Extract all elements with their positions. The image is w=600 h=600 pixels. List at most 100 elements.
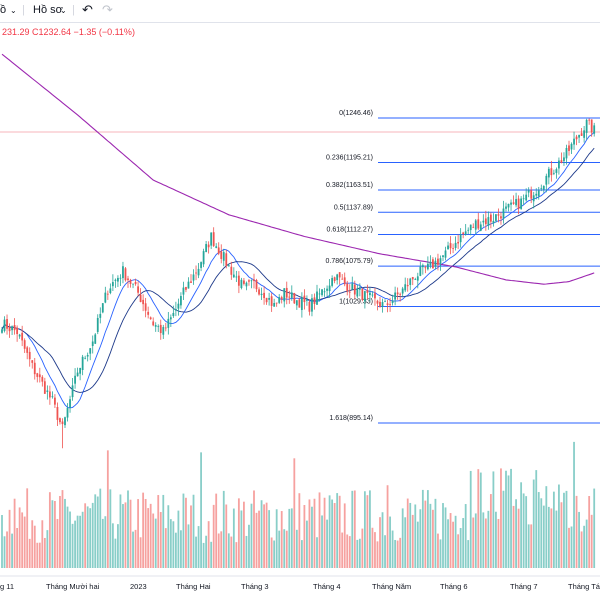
- candle-body: [573, 138, 575, 145]
- volume-bar: [520, 482, 523, 568]
- volume-bar: [437, 533, 439, 568]
- candle-body: [394, 292, 397, 300]
- ma-200-line: [1, 53, 595, 285]
- candle-body: [535, 193, 538, 196]
- volume-bar: [74, 520, 76, 568]
- volume-bar: [346, 534, 349, 568]
- candle-body: [240, 279, 243, 289]
- chevron-down-icon[interactable]: ⌄: [60, 6, 67, 15]
- candle-body: [33, 362, 36, 375]
- volume-bar: [180, 530, 182, 568]
- candle-body: [31, 360, 34, 363]
- candle-body: [48, 391, 51, 398]
- volume-bar: [200, 452, 202, 568]
- volume-bar: [326, 519, 328, 568]
- volume-bar: [532, 479, 535, 568]
- candle-body: [537, 190, 540, 197]
- volume-bar: [338, 495, 341, 568]
- volume-bar: [381, 512, 384, 568]
- candle-body: [479, 224, 482, 231]
- candle-body: [1, 329, 3, 333]
- volume-bar: [59, 495, 61, 568]
- volume-bar: [401, 508, 404, 568]
- interval-selector[interactable]: ồ: [0, 4, 7, 16]
- candle-body: [432, 259, 434, 269]
- candle-body: [250, 280, 253, 282]
- volume-bar: [306, 520, 308, 568]
- volume-bar: [268, 510, 271, 568]
- volume-bar: [356, 539, 359, 568]
- x-axis-tick-label: Tháng 6: [440, 582, 468, 591]
- volume-bar: [500, 468, 502, 568]
- candle-body: [119, 277, 122, 279]
- candle-body: [580, 133, 583, 136]
- redo-icon[interactable]: ↷: [102, 2, 113, 17]
- candle-body: [207, 244, 210, 248]
- fib-level-label: 0.618(1112.27): [327, 226, 373, 233]
- chevron-down-icon[interactable]: ⌄: [10, 6, 17, 15]
- volume-bar: [290, 508, 293, 568]
- candle-body: [414, 279, 417, 280]
- candle-body: [469, 224, 472, 231]
- candle-body: [109, 288, 112, 294]
- fib-level-label: 0(1246.46): [339, 110, 373, 117]
- volume-bar: [419, 509, 422, 568]
- price-chart[interactable]: 231.29 C1232.64 −1.35 (−0.11%) 0(1246.46…: [0, 23, 600, 600]
- volume-bar: [177, 510, 180, 568]
- profile-button[interactable]: Hồ sơ: [33, 4, 63, 16]
- volume-bar: [369, 490, 371, 568]
- candle-body: [81, 356, 84, 370]
- volume-bar: [26, 488, 29, 568]
- candle-body: [217, 247, 220, 254]
- candle-body: [391, 300, 394, 303]
- volume-bar: [222, 490, 225, 568]
- candle-body: [487, 217, 490, 226]
- volume-bar: [76, 515, 79, 568]
- candle-body: [243, 280, 245, 284]
- candle-body: [13, 325, 16, 331]
- volume-bar: [111, 523, 114, 568]
- volume-bar: [217, 533, 220, 568]
- undo-icon[interactable]: ↶: [82, 2, 93, 17]
- volume-bar: [550, 508, 553, 568]
- volume-bar: [568, 527, 570, 568]
- volume-bar: [406, 498, 409, 568]
- candle-body: [96, 317, 99, 332]
- volume-bar: [13, 498, 16, 568]
- volume-bar: [363, 491, 366, 568]
- candle-body: [28, 351, 31, 360]
- fibonacci-retracement[interactable]: 0(1246.46) 0.236(1195.21) 0.382(1163.51) 0.…: [326, 110, 600, 424]
- volume-bar: [570, 526, 573, 568]
- candle-body: [23, 340, 26, 349]
- candle-body: [36, 373, 39, 377]
- volume-bar: [23, 516, 26, 568]
- volume-bar: [328, 495, 331, 568]
- volume-bar: [283, 529, 286, 568]
- candle-body: [384, 301, 386, 303]
- candle-body: [429, 261, 432, 266]
- volume-bar: [411, 514, 414, 568]
- volume-bar: [207, 521, 210, 568]
- volume-bar: [464, 504, 467, 568]
- candle-body: [343, 277, 346, 285]
- candle-body: [351, 283, 354, 290]
- candle-body: [152, 321, 155, 326]
- volume-bar: [144, 498, 147, 568]
- candle-body: [495, 214, 497, 221]
- candle-body: [512, 202, 515, 204]
- candle-body: [54, 397, 56, 405]
- candle-body: [525, 194, 528, 201]
- volume-bar: [399, 537, 402, 568]
- candle-body: [313, 297, 316, 304]
- candle-body: [235, 276, 238, 278]
- candle-body: [381, 302, 384, 307]
- volume-bar: [245, 535, 248, 568]
- volume-bar: [298, 493, 301, 568]
- volume-bar: [293, 458, 296, 568]
- volume-bar: [270, 537, 273, 568]
- candle-body: [457, 241, 460, 244]
- candle-body: [338, 272, 341, 278]
- x-axis-tick-label: Tháng 3: [241, 582, 269, 591]
- volume-bar: [142, 492, 145, 568]
- volume-bar: [69, 511, 71, 568]
